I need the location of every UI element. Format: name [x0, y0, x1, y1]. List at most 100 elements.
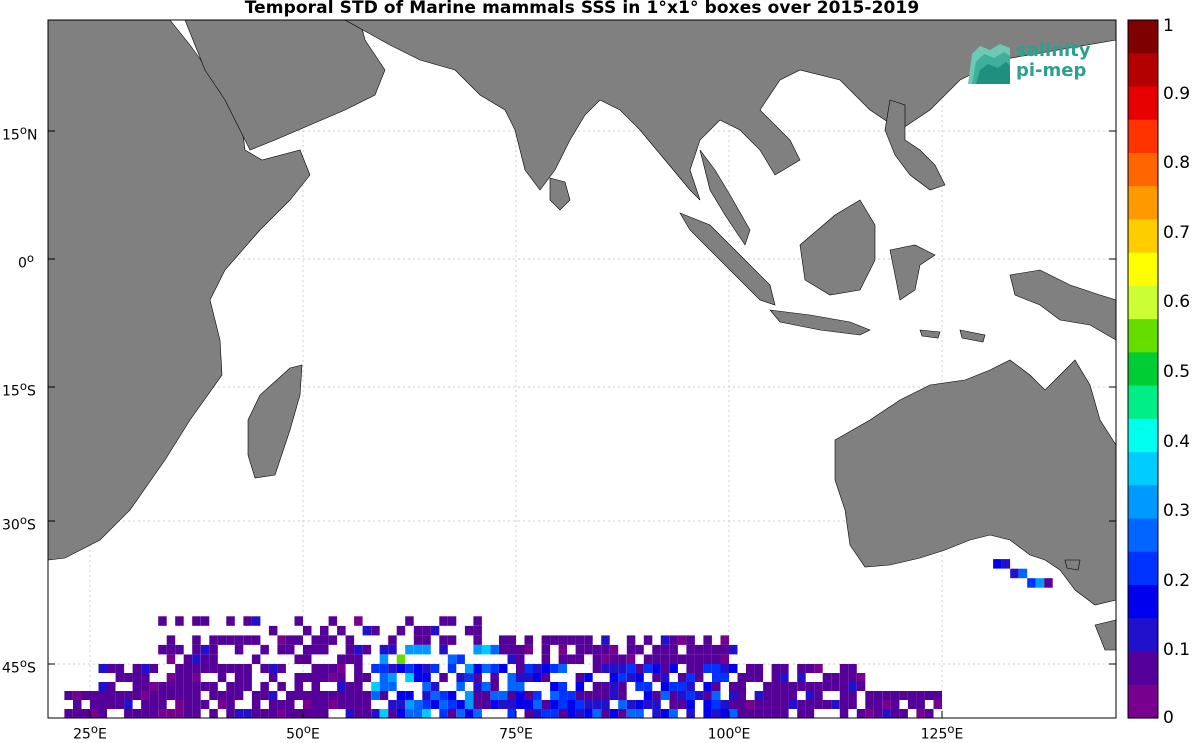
std-cell: [277, 700, 286, 709]
std-cell: [217, 664, 227, 673]
std-cell: [73, 709, 82, 718]
std-cell: [430, 691, 440, 700]
std-cell: [660, 673, 670, 682]
std-cell: [609, 691, 619, 700]
std-cell: [575, 654, 585, 664]
std-cell: [320, 691, 329, 700]
colorbar-step: [1128, 186, 1158, 221]
std-cell: [516, 654, 525, 664]
std-cell: [686, 691, 695, 700]
std-cell: [354, 644, 363, 655]
std-cell: [413, 625, 423, 636]
std-cell: [439, 635, 448, 645]
std-cell: [149, 691, 159, 700]
std-cell: [209, 644, 218, 655]
std-cell: [473, 673, 482, 682]
std-cell: [192, 664, 201, 673]
std-cell: [303, 644, 312, 655]
std-cell: [729, 691, 738, 700]
std-cell: [771, 709, 781, 718]
std-cell: [499, 664, 508, 673]
std-cell: [430, 625, 440, 636]
std-cell: [251, 654, 261, 664]
std-cell: [533, 700, 542, 709]
sulawesi-land: [889, 244, 936, 301]
colorbar-label-0.7: 0.7: [1163, 223, 1191, 243]
std-cell: [464, 625, 474, 636]
std-cell: [439, 644, 448, 655]
std-cell: [396, 700, 406, 709]
std-cell: [729, 682, 738, 691]
std-cell: [694, 691, 704, 700]
std-cell: [405, 691, 414, 700]
std-cell: [873, 700, 883, 709]
std-cell: [729, 709, 738, 718]
colorbar-step: [1128, 20, 1158, 54]
std-cell: [933, 691, 942, 700]
std-cell: [541, 644, 551, 655]
std-cell: [788, 691, 798, 700]
std-cell: [771, 700, 781, 709]
australia-land: [834, 359, 1117, 606]
std-cell: [601, 691, 610, 700]
std-cell: [124, 673, 133, 682]
map-frame: [47, 19, 1117, 719]
std-cell: [550, 709, 559, 718]
lat-label-0: 0o: [18, 251, 35, 272]
std-cell: [286, 700, 295, 709]
std-cell: [447, 635, 457, 645]
std-cell: [797, 673, 806, 682]
std-cell: [217, 635, 227, 645]
std-cell: [797, 682, 806, 691]
std-cell: [481, 664, 491, 673]
std-cell: [158, 644, 167, 655]
std-cell: [166, 709, 176, 718]
colorbar-frame: [1127, 19, 1159, 719]
std-cell: [217, 700, 227, 709]
std-cell: [652, 673, 661, 682]
std-cell: [226, 691, 235, 700]
std-cell: [848, 673, 857, 682]
std-cell: [439, 616, 448, 626]
std-cell: [754, 673, 764, 682]
std-cell: [601, 709, 610, 718]
std-cell: [720, 664, 729, 673]
std-cell: [337, 700, 346, 709]
std-cell: [226, 616, 235, 626]
std-cell: [720, 673, 729, 682]
std-cell: [345, 654, 355, 664]
std-cell: [882, 691, 891, 700]
std-cell: [405, 644, 414, 655]
std-cell: [848, 700, 857, 709]
std-cell: [166, 644, 176, 655]
std-cell: [584, 691, 593, 700]
std-cell: [737, 691, 746, 700]
std-cell: [567, 709, 576, 718]
colorbar-step: [1128, 53, 1158, 88]
std-cell: [541, 709, 551, 718]
std-cell: [422, 635, 431, 645]
std-cell: [541, 700, 551, 709]
std-cell: [422, 664, 431, 673]
std-cell: [507, 709, 516, 718]
std-cell: [729, 664, 738, 673]
std-cell: [362, 691, 372, 700]
std-cell: [601, 664, 610, 673]
std-cell: [567, 654, 576, 664]
colorbar-label-0.2: 0.2: [1163, 571, 1191, 591]
std-cell: [166, 673, 176, 682]
std-cell: [558, 654, 568, 664]
std-cell: [311, 664, 320, 673]
std-cell: [286, 635, 295, 645]
std-cell: [107, 664, 116, 673]
std-cell: [303, 673, 312, 682]
std-cell: [149, 682, 159, 691]
std-cell: [277, 644, 286, 655]
std-cell: [90, 700, 99, 709]
std-cell: [362, 644, 372, 655]
std-cell: [524, 700, 533, 709]
colorbar-step: [1128, 352, 1158, 387]
std-cell: [251, 635, 261, 645]
std-cell: [396, 654, 406, 664]
std-cell: [524, 664, 533, 673]
